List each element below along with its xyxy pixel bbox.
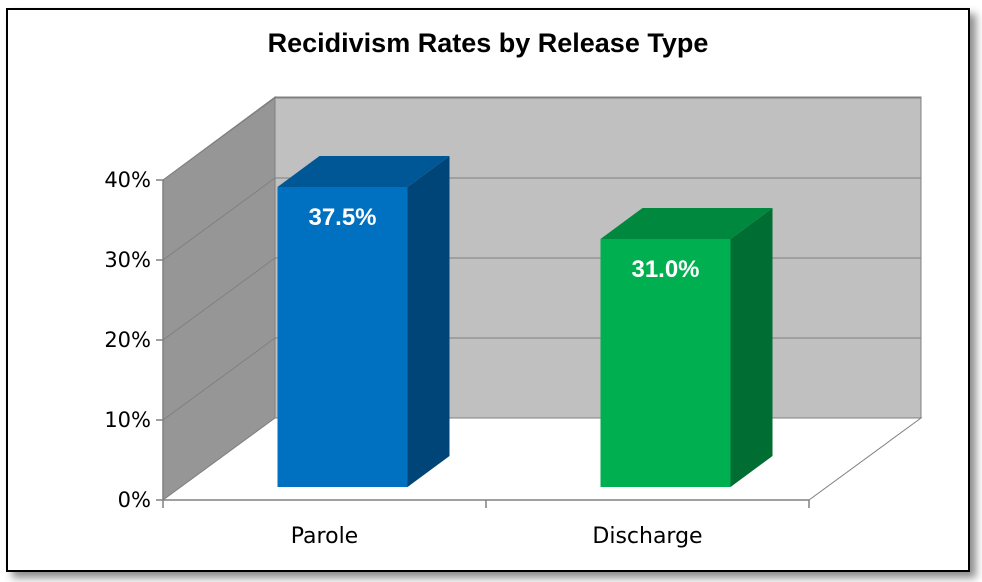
bar-front-face xyxy=(277,187,408,487)
bar-front-face xyxy=(600,239,731,487)
chart-title: Recidivism Rates by Release Type xyxy=(267,28,709,58)
gridline-side xyxy=(162,257,276,341)
y-tick-label: 30% xyxy=(104,248,151,272)
bar-side-face xyxy=(407,156,450,487)
gridline-side xyxy=(162,177,276,261)
data-label: 31.0% xyxy=(631,256,699,283)
x-tick-label: Parole xyxy=(291,524,358,549)
gridline-side xyxy=(162,97,276,181)
bar-top-face xyxy=(277,156,450,187)
y-axis: 0% 10% 20% 30% 40% xyxy=(104,168,163,512)
x-tick-label: Discharge xyxy=(592,524,702,549)
y-tick-label: 20% xyxy=(104,328,151,352)
y-tick-label: 40% xyxy=(104,168,151,192)
y-tick-label: 0% xyxy=(118,488,151,512)
bar-side-face xyxy=(730,208,773,487)
bar-discharge: 31.0% xyxy=(600,208,773,487)
gridline-side xyxy=(162,337,276,421)
floor xyxy=(161,417,923,501)
x-axis: Parole Discharge xyxy=(162,500,810,549)
bars: 37.5% 31.0% xyxy=(277,156,773,487)
bar-top-face xyxy=(600,208,773,239)
bar-parole: 37.5% xyxy=(277,156,450,487)
data-label: 37.5% xyxy=(308,204,376,231)
y-tick-label: 10% xyxy=(104,408,151,432)
